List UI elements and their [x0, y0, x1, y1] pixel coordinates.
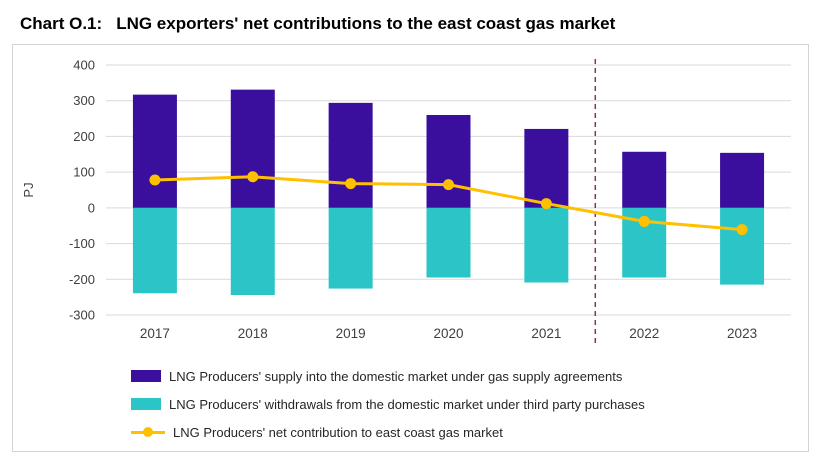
y-tick-label: 400 — [73, 58, 95, 73]
y-tick-label: -300 — [69, 308, 95, 323]
y-tick-label: 200 — [73, 129, 95, 144]
net-contribution-marker-2019 — [345, 178, 357, 190]
x-tick-label-2018: 2018 — [238, 326, 268, 341]
legend-label-withdrawals: LNG Producers' withdrawals from the dome… — [169, 396, 645, 412]
bar-2017-supply — [132, 94, 177, 208]
net-contribution-marker-2022 — [638, 215, 650, 227]
net-contribution-marker-2017 — [149, 174, 161, 186]
bar-2022-supply — [622, 151, 667, 208]
chart-plot: -300 -200 -100 0 100 200 300 400 2017 2018 2019 202… — [21, 58, 791, 343]
x-tick-label-2019: 2019 — [336, 326, 366, 341]
bar-2018-withdrawals — [230, 207, 275, 295]
bar-2020-withdrawals — [426, 207, 471, 278]
y-tick-label: 100 — [73, 165, 95, 180]
bar-2020-supply — [426, 115, 471, 208]
bar-2019-supply — [328, 102, 373, 208]
x-tick-label-2022: 2022 — [629, 326, 659, 341]
y-tick-label: -100 — [69, 236, 95, 251]
bar-2019-withdrawals — [328, 207, 373, 289]
chart-title: Chart O.1: LNG exporters' net contributio… — [0, 0, 823, 40]
legend-item-supply: LNG Producers' supply into the domestic … — [131, 362, 808, 390]
x-tick-label-2021: 2021 — [531, 326, 561, 341]
x-tick-label-2023: 2023 — [727, 326, 757, 341]
bar-2021-supply — [524, 128, 569, 208]
x-tick-label-2017: 2017 — [140, 326, 170, 341]
y-tick-label: -200 — [69, 272, 95, 287]
supply-swatch-icon — [131, 370, 161, 382]
legend-item-net-contribution: LNG Producers' net contribution to east … — [131, 418, 808, 446]
net-contribution-marker-2018 — [247, 171, 259, 183]
legend-item-withdrawals: LNG Producers' withdrawals from the dome… — [131, 390, 808, 418]
plot-area-wrapper: -300 -200 -100 0 100 200 300 400 2017 2018 2019 202… — [13, 45, 808, 360]
y-tick-label: 300 — [73, 93, 95, 108]
chart-legend: LNG Producers' supply into the domestic … — [131, 362, 808, 446]
chart-panel: -300 -200 -100 0 100 200 300 400 2017 2018 2019 202… — [12, 44, 809, 452]
bar-2021-withdrawals — [524, 207, 569, 283]
y-axis-title: PJ — [21, 182, 36, 197]
withdrawals-swatch-icon — [131, 398, 161, 410]
bar-2023-withdrawals — [720, 207, 765, 285]
net-contribution-swatch-icon — [131, 426, 165, 438]
bar-2018-supply — [230, 89, 275, 208]
x-tick-label-2020: 2020 — [433, 326, 463, 341]
legend-label-net-contribution: LNG Producers' net contribution to east … — [173, 424, 503, 440]
y-tick-label: 0 — [88, 200, 95, 215]
chart-title-prefix: Chart O.1: — [20, 14, 103, 33]
net-contribution-marker-2021 — [540, 198, 552, 210]
bar-2023-supply — [720, 152, 765, 208]
net-contribution-marker-2020 — [443, 179, 454, 191]
chart-title-text: LNG exporters' net contributions to the … — [116, 14, 616, 33]
net-contribution-marker-2023 — [736, 224, 748, 236]
bar-2017-withdrawals — [132, 207, 177, 294]
legend-label-supply: LNG Producers' supply into the domestic … — [169, 368, 623, 384]
